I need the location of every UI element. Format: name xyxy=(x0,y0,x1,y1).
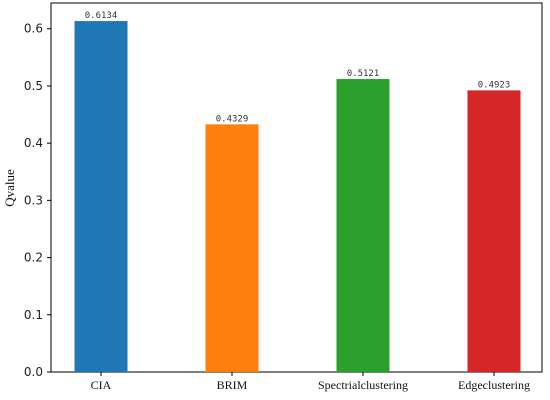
x-tick-label: BRIM xyxy=(217,378,248,392)
bars-group: 0.6134 0.4329 0.5121 0.4923 xyxy=(74,11,521,373)
x-tick-label: Edgeclustering xyxy=(458,378,530,392)
y-axis: 0.0 0.1 0.2 0.3 0.4 0.5 0.6 xyxy=(24,22,51,379)
y-tick-label: 0.0 xyxy=(24,365,43,379)
y-tick-label: 0.6 xyxy=(24,22,43,36)
y-tick-label: 0.4 xyxy=(24,136,43,150)
bar-value-label: 0.5121 xyxy=(347,69,380,79)
x-tick-label: CIA xyxy=(91,378,112,392)
x-tick-label: Spectrialclustering xyxy=(318,378,408,392)
y-tick-label: 0.1 xyxy=(24,308,43,322)
plot-frame xyxy=(50,2,543,373)
x-axis: CIA BRIM Spectrialclustering Edgeclustering xyxy=(91,372,530,392)
bar xyxy=(467,90,521,372)
bar-value-label: 0.6134 xyxy=(85,11,118,21)
y-tick-label: 0.5 xyxy=(24,79,43,93)
bar-value-label: 0.4329 xyxy=(216,114,249,124)
y-tick-label: 0.2 xyxy=(24,251,43,265)
bar xyxy=(205,124,259,372)
y-axis-label: Qvalue xyxy=(2,169,17,207)
y-tick-label: 0.3 xyxy=(24,193,43,207)
bar xyxy=(74,21,128,373)
bar xyxy=(336,79,390,373)
bar-value-label: 0.4923 xyxy=(478,80,511,90)
